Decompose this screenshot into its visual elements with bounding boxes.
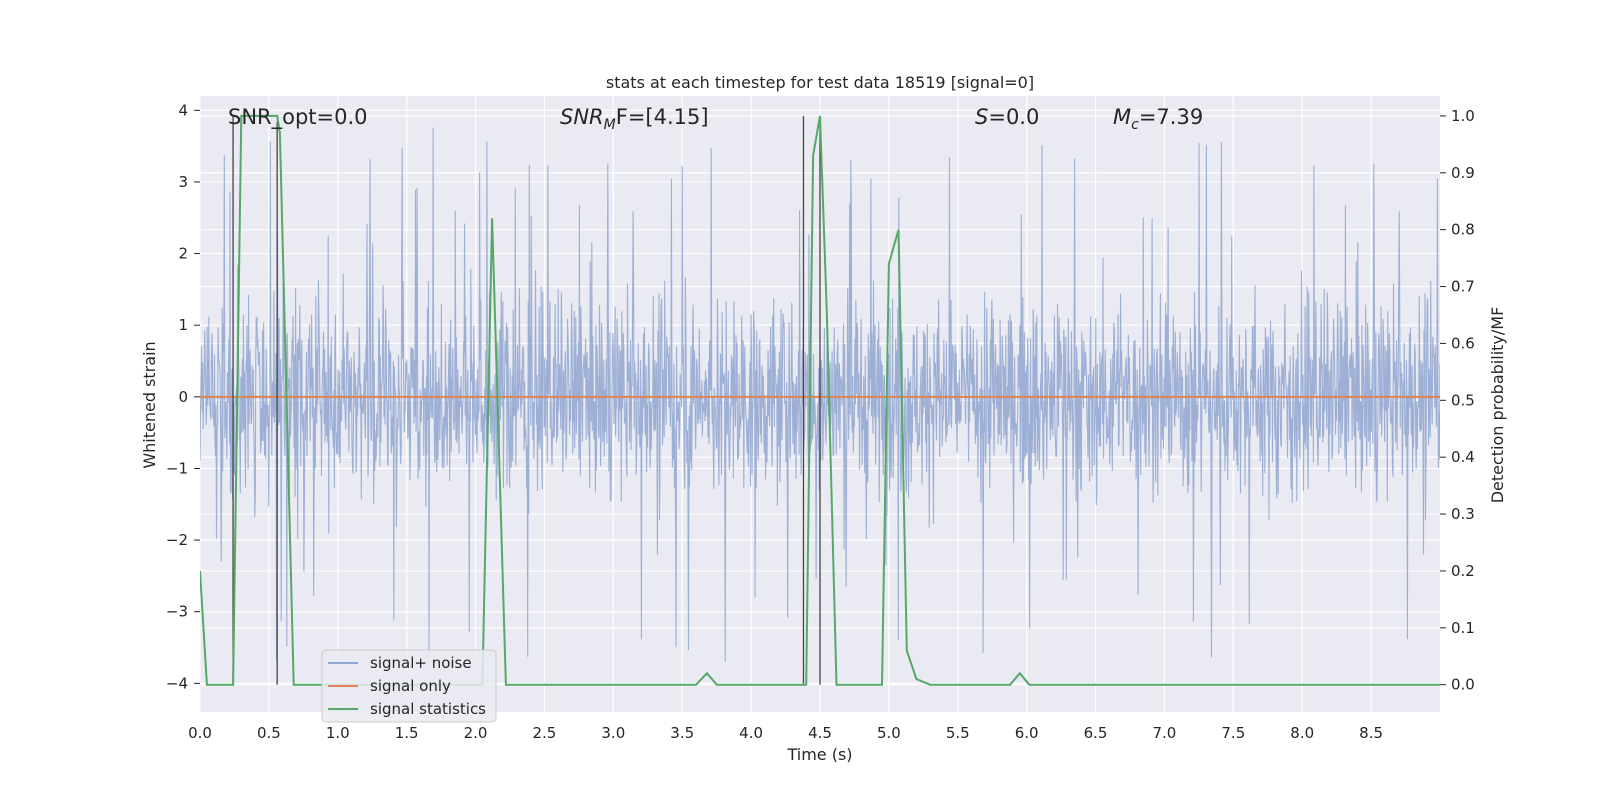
- y2-tick-label: 0.0: [1451, 676, 1475, 694]
- x-tick-label: 6.0: [1015, 724, 1039, 742]
- y-tick-label: 3: [178, 173, 188, 191]
- x-tick-label: 1.5: [395, 724, 419, 742]
- legend-label-statistics: signal statistics: [370, 700, 486, 718]
- chart-title: stats at each timestep for test data 185…: [606, 73, 1034, 92]
- x-tick-label: 4.5: [808, 724, 832, 742]
- annotation-s: S=0.0: [975, 105, 1039, 129]
- x-tick-label: 2.5: [533, 724, 557, 742]
- y2-tick-label: 1.0: [1451, 107, 1475, 125]
- y2-tick-label: 0.3: [1451, 505, 1475, 523]
- y2-tick-label: 0.9: [1451, 164, 1475, 182]
- y2-axis-label: Detection probability/MF: [1488, 307, 1507, 504]
- y-tick-label: 1: [178, 316, 188, 334]
- x-tick-label: 1.0: [326, 724, 350, 742]
- y-tick-label: −4: [166, 674, 188, 692]
- x-axis-ticks: 0.0 0.5 1.0 1.5 2.0 2.5 3.0 3.5 4.0 4.5 5.0 5.5 6.0 6…: [188, 724, 1383, 742]
- y2-axis-ticks: 1.0 0.9 0.8 0.7 0.6 0.5 0.4 0.3 0.2 0.1 0.0: [1440, 107, 1475, 694]
- x-tick-label: 0.5: [257, 724, 281, 742]
- y2-tick-label: 0.5: [1451, 391, 1475, 409]
- y-tick-label: 2: [178, 245, 188, 263]
- x-tick-label: 5.5: [946, 724, 970, 742]
- legend-label-noise: signal+ noise: [370, 654, 472, 672]
- y-tick-label: 0: [178, 388, 188, 406]
- y-axis-ticks: 4 3 2 1 0 −1 −2 −3 −4: [166, 101, 200, 692]
- x-tick-label: 2.0: [464, 724, 488, 742]
- annotation-mc: Mc=7.39: [1113, 105, 1203, 133]
- y2-tick-label: 0.1: [1451, 619, 1475, 637]
- x-tick-label: 6.5: [1084, 724, 1108, 742]
- x-tick-label: 3.5: [670, 724, 694, 742]
- vertical-markers: [232, 115, 821, 685]
- y-axis-label: Whitened strain: [140, 341, 159, 468]
- y-tick-label: −2: [166, 531, 188, 549]
- legend: signal+ noise signal only signal statist…: [321, 649, 497, 723]
- y2-tick-label: 0.2: [1451, 562, 1475, 580]
- legend-label-signal-only: signal only: [370, 677, 451, 695]
- signal-statistics-series: [200, 114, 1440, 686]
- y2-tick-label: 0.7: [1451, 278, 1475, 296]
- x-tick-label: 5.0: [877, 724, 901, 742]
- y-tick-label: −1: [166, 459, 188, 477]
- x-tick-label: 7.0: [1153, 724, 1177, 742]
- x-axis-label: Time (s): [786, 745, 852, 764]
- legend-box: [321, 649, 497, 723]
- y2-tick-label: 0.6: [1451, 334, 1475, 352]
- y2-tick-label: 0.8: [1451, 221, 1475, 239]
- x-tick-label: 3.0: [601, 724, 625, 742]
- y-tick-label: −3: [166, 603, 188, 621]
- x-tick-label: 0.0: [188, 724, 212, 742]
- annotation-snr-mf: SNRMF=[4.15]: [560, 105, 709, 133]
- x-tick-label: 4.0: [739, 724, 763, 742]
- annotation-snr-opt: SNR_opt=0.0: [228, 105, 368, 130]
- statistics-line: [200, 114, 1440, 686]
- x-tick-label: 8.0: [1290, 724, 1314, 742]
- y2-tick-label: 0.4: [1451, 448, 1475, 466]
- y-tick-label: 4: [178, 101, 188, 119]
- x-tick-label: 7.5: [1221, 724, 1245, 742]
- x-tick-label: 8.5: [1359, 724, 1383, 742]
